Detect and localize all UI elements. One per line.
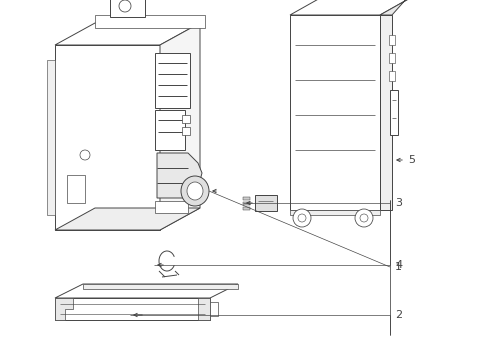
Polygon shape xyxy=(160,23,200,230)
Bar xyxy=(389,71,395,81)
Bar xyxy=(110,0,145,17)
Polygon shape xyxy=(198,298,210,320)
Text: 3: 3 xyxy=(395,198,402,208)
Ellipse shape xyxy=(181,176,209,206)
Polygon shape xyxy=(47,60,55,215)
Polygon shape xyxy=(380,15,392,210)
Text: 2: 2 xyxy=(395,310,402,320)
Polygon shape xyxy=(380,0,412,15)
Bar xyxy=(389,53,395,63)
Circle shape xyxy=(355,209,373,227)
Bar xyxy=(55,45,160,230)
Polygon shape xyxy=(290,0,412,15)
Bar xyxy=(290,15,380,210)
Text: 4: 4 xyxy=(395,260,402,270)
Bar xyxy=(390,90,398,135)
Bar xyxy=(182,127,190,135)
Polygon shape xyxy=(243,197,250,200)
Polygon shape xyxy=(55,208,200,230)
Bar xyxy=(255,195,277,211)
Polygon shape xyxy=(55,23,200,45)
Ellipse shape xyxy=(187,182,203,200)
Text: 5: 5 xyxy=(408,155,415,165)
Polygon shape xyxy=(55,298,73,320)
Circle shape xyxy=(119,0,131,12)
Circle shape xyxy=(298,214,306,222)
Circle shape xyxy=(360,214,368,222)
Polygon shape xyxy=(55,284,238,298)
Circle shape xyxy=(293,209,311,227)
Text: 1: 1 xyxy=(395,262,402,272)
Circle shape xyxy=(80,150,90,160)
Bar xyxy=(155,110,185,150)
Bar xyxy=(182,115,190,123)
Polygon shape xyxy=(83,284,238,289)
Polygon shape xyxy=(157,153,202,198)
Bar xyxy=(67,175,85,203)
Polygon shape xyxy=(95,15,205,28)
Polygon shape xyxy=(243,207,250,210)
Bar xyxy=(155,201,188,213)
Bar xyxy=(389,35,395,45)
Bar xyxy=(210,302,218,316)
Bar xyxy=(155,53,190,108)
Bar xyxy=(290,210,380,215)
Bar xyxy=(55,298,210,320)
Polygon shape xyxy=(243,202,250,205)
